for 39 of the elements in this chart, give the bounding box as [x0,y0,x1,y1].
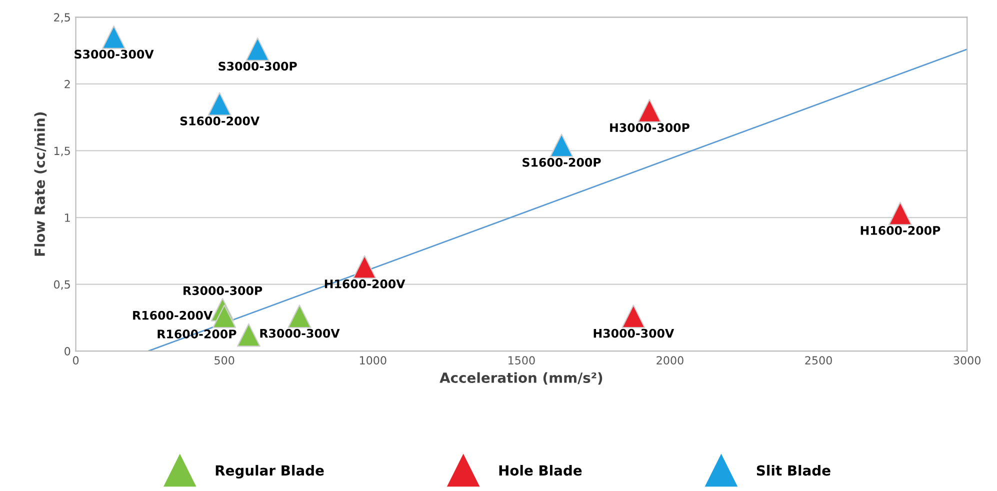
point [102,25,126,49]
annotation: H1600-200P [860,226,940,235]
y-tick-label: 2 [64,80,70,88]
point [246,37,270,61]
annotation: H3000-300V [594,328,674,338]
legend-label: Slit Blade [756,464,830,476]
y-tick-label: 0 [64,347,70,356]
x-tick-label: 2500 [805,356,832,365]
x-tick-label: 1500 [508,356,535,365]
annotation: R3000-300V [260,328,340,338]
x-tick-label: 500 [214,356,234,365]
annotation: R1600-200V [133,310,213,320]
point [208,92,232,116]
x-tick-label: 1000 [360,356,386,365]
point [638,98,662,122]
annotation: H3000-300P [610,123,690,132]
point [622,304,646,328]
x-tick-label: 0 [72,356,79,365]
point [888,202,912,226]
x-tick-label: 3000 [954,356,980,365]
point [236,323,260,347]
annotation: S3000-300P [218,62,297,71]
point [288,304,312,328]
legend-label: Regular Blade [216,464,324,478]
annotation: S1600-200V [180,116,260,126]
legend-label: Hole Blade [499,464,582,476]
y-axis-title: Flow Rate (cc/min) [34,112,47,256]
x-axis-title: Acceleration (mm/s²) [440,372,602,385]
point [352,255,376,279]
y-tick-label: 1 [65,214,70,222]
y-tick-label: 1,5 [54,146,70,156]
annotation: S3000-300V [74,50,154,59]
annotation: R3000-300P [184,286,262,296]
y-tick-label: 2,5 [54,13,70,23]
point [550,134,574,158]
y-tick-label: 0,5 [54,280,70,290]
point [212,304,236,328]
x-tick-label: 2000 [656,356,684,365]
annotation: S1600-200P [522,158,601,167]
